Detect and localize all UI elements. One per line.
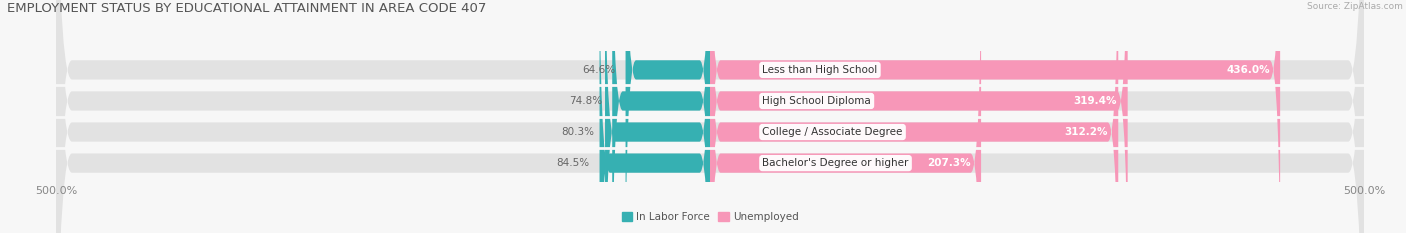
- Text: Source: ZipAtlas.com: Source: ZipAtlas.com: [1308, 2, 1403, 11]
- FancyBboxPatch shape: [56, 0, 1364, 233]
- FancyBboxPatch shape: [605, 0, 710, 233]
- FancyBboxPatch shape: [612, 0, 710, 233]
- Text: 74.8%: 74.8%: [568, 96, 602, 106]
- Text: 64.6%: 64.6%: [582, 65, 614, 75]
- FancyBboxPatch shape: [599, 0, 710, 233]
- Text: EMPLOYMENT STATUS BY EDUCATIONAL ATTAINMENT IN AREA CODE 407: EMPLOYMENT STATUS BY EDUCATIONAL ATTAINM…: [7, 2, 486, 15]
- Legend: In Labor Force, Unemployed: In Labor Force, Unemployed: [617, 208, 803, 226]
- Text: College / Associate Degree: College / Associate Degree: [762, 127, 903, 137]
- Text: 84.5%: 84.5%: [555, 158, 589, 168]
- FancyBboxPatch shape: [56, 0, 1364, 233]
- FancyBboxPatch shape: [626, 0, 710, 233]
- FancyBboxPatch shape: [710, 0, 1118, 233]
- Text: 80.3%: 80.3%: [561, 127, 595, 137]
- Text: 436.0%: 436.0%: [1226, 65, 1270, 75]
- Text: 207.3%: 207.3%: [927, 158, 970, 168]
- Text: 319.4%: 319.4%: [1074, 96, 1118, 106]
- FancyBboxPatch shape: [56, 0, 1364, 233]
- FancyBboxPatch shape: [710, 0, 1279, 233]
- Text: Bachelor's Degree or higher: Bachelor's Degree or higher: [762, 158, 908, 168]
- Text: Less than High School: Less than High School: [762, 65, 877, 75]
- Text: 312.2%: 312.2%: [1064, 127, 1108, 137]
- FancyBboxPatch shape: [56, 0, 1364, 233]
- Text: High School Diploma: High School Diploma: [762, 96, 872, 106]
- FancyBboxPatch shape: [710, 0, 981, 233]
- FancyBboxPatch shape: [710, 0, 1128, 233]
